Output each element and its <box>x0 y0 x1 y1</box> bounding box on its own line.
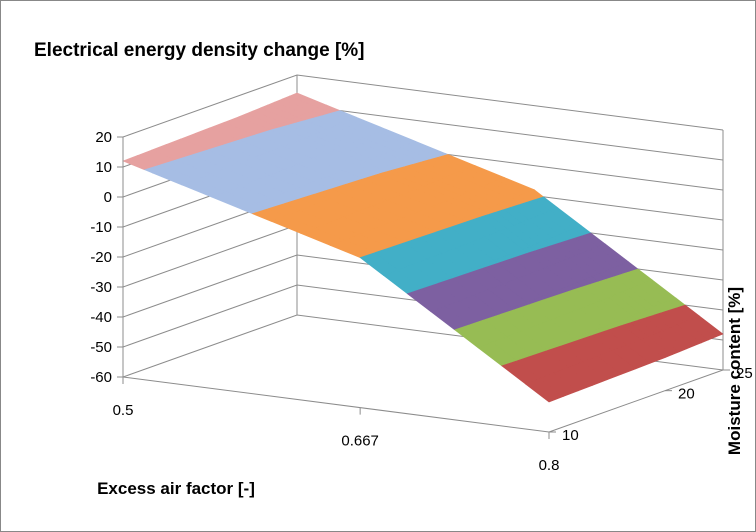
y-axis-line <box>548 369 724 433</box>
chart-title: Electrical energy density change [%] <box>34 40 365 61</box>
x-axis-label: Excess air factor [-] <box>97 479 255 498</box>
z-tick-label-4: -20 <box>90 249 112 266</box>
surface-layer <box>122 92 724 403</box>
y-tick-label-0: 10 <box>562 427 579 444</box>
z-tick-label-8: -60 <box>90 369 112 386</box>
x-tick-label-0: 0.5 <box>113 402 134 419</box>
x-axis-line <box>122 376 550 433</box>
y-axis-label: Moisture content [%] <box>725 287 744 455</box>
z-tick-label-6: -40 <box>90 309 112 326</box>
z-tick-label-3: -10 <box>90 219 112 236</box>
surface-band-6-patch-360 <box>691 315 724 338</box>
y-tick-label-1: 20 <box>678 386 695 403</box>
x-tick-label-2: 0.8 <box>539 457 560 474</box>
x-tick-label-1: 0.667 <box>341 433 379 450</box>
z-tick-label-2: 0 <box>104 189 112 206</box>
z-tick-label-0: 20 <box>95 129 112 146</box>
y-tick-label-2: 25 <box>736 365 753 382</box>
z-tick-label-7: -50 <box>90 339 112 356</box>
axis-layer <box>117 136 730 439</box>
z-tick-label-1: 10 <box>95 159 112 176</box>
z-tick-label-5: -30 <box>90 279 112 296</box>
